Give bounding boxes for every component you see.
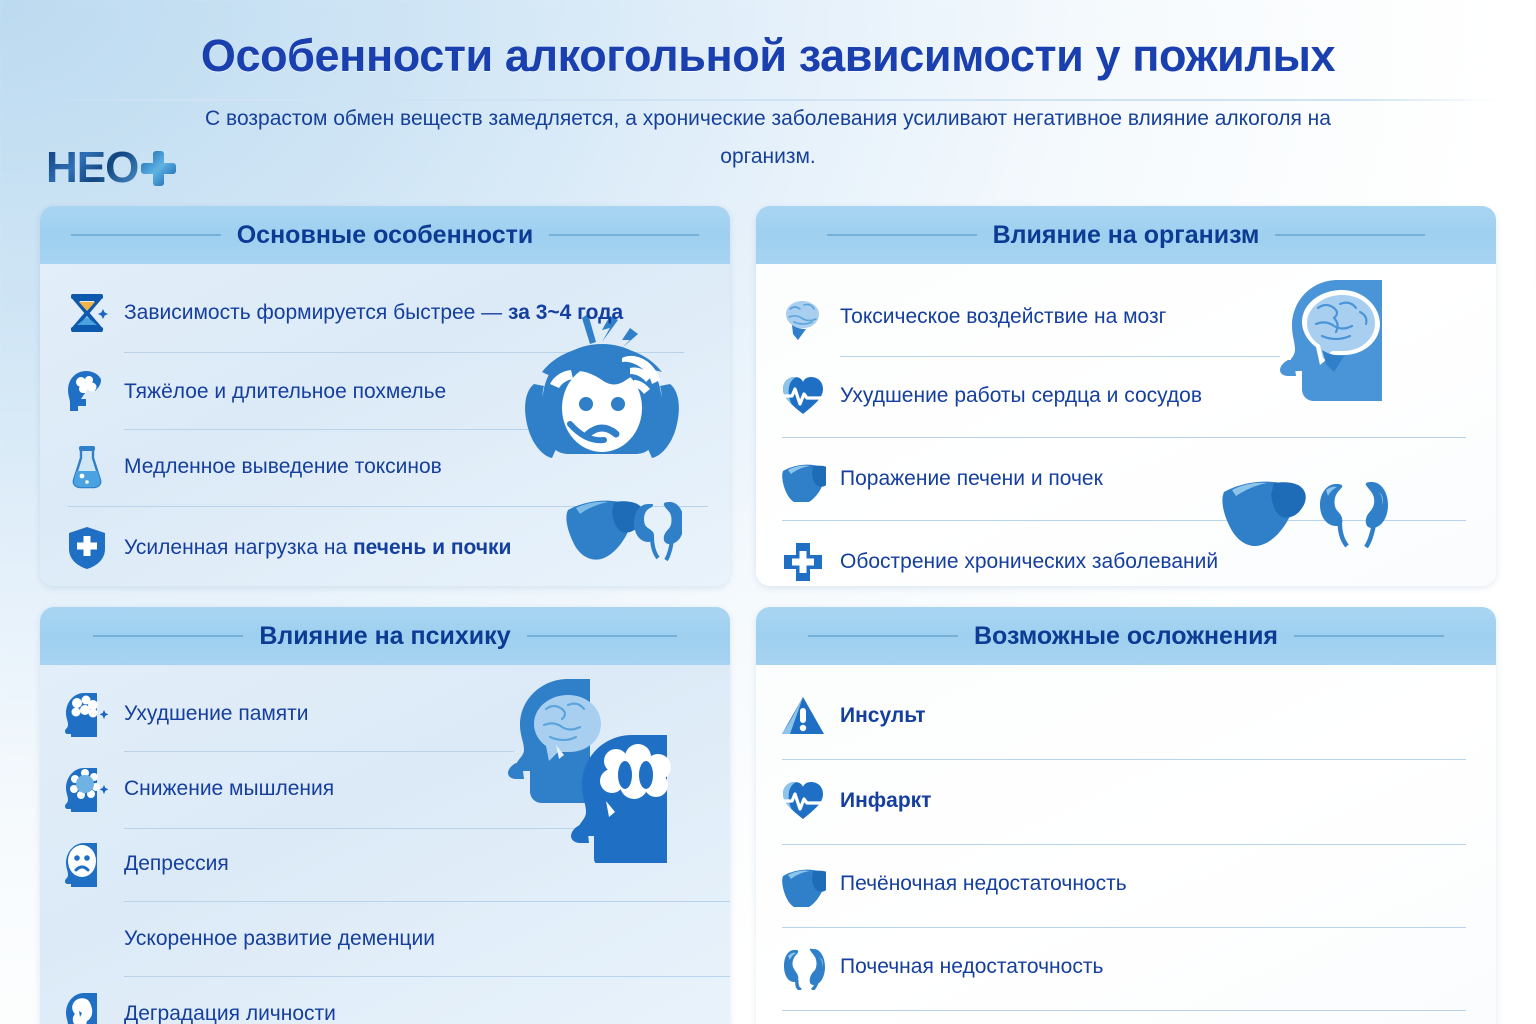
list-divider (124, 976, 730, 977)
list-item-label: Поражение печени и почек (840, 467, 1103, 490)
list-divider (782, 1010, 1466, 1011)
card-vliyanie-na-psihiku: Влияние на психику (40, 607, 730, 1024)
medical-cross-icon (780, 539, 826, 585)
list-item[interactable]: Медленное выведение токсинов (64, 444, 706, 490)
head-brain-icon (64, 369, 110, 415)
list-item-label: Снижение мышления (124, 777, 335, 800)
list-item[interactable]: Ускоренное развитие деменции (64, 916, 706, 962)
list-divider (840, 356, 1280, 357)
header-rule-right (1275, 234, 1426, 236)
list-item[interactable]: Инфаркт (780, 778, 1472, 824)
header-rule-right (1294, 635, 1445, 637)
head-degradation-icon (64, 991, 110, 1024)
list-divider (782, 759, 1466, 760)
plus-icon (140, 150, 177, 186)
list-item[interactable]: Деградация личности (64, 991, 706, 1024)
head-thinking-icon (64, 766, 110, 812)
kidney-icon (780, 944, 826, 990)
list-item[interactable]: Тяжёлое и длительное похмелье (64, 369, 706, 415)
list-item[interactable]: Ухудшение памяти (64, 691, 706, 737)
list-divider (68, 506, 708, 507)
card-header: Возможные осложнения (756, 607, 1496, 665)
list-item-label: Ускоренное развитие деменции (124, 927, 435, 950)
page-subtitle: С возрастом обмен веществ замедляется, а… (205, 107, 1331, 168)
liver-icon (780, 456, 826, 502)
list-item[interactable]: Усиленная нагрузка на печень и почки (64, 525, 706, 571)
liver-icon (780, 861, 826, 907)
list-item[interactable]: Обострение хронических заболеваний (780, 539, 1472, 585)
list-divider (124, 429, 544, 430)
warning-triangle-icon (780, 693, 826, 739)
card-title: Влияние на психику (259, 621, 511, 650)
card-header: Влияние на организм (756, 206, 1496, 264)
cards-row-1: Основные особенности (40, 206, 1496, 586)
head-sad-icon (64, 841, 110, 887)
list-item[interactable]: Почечная недостаточность (780, 944, 1472, 990)
header-rule-left (93, 635, 244, 637)
list-item-label: Почечная недостаточность (840, 955, 1104, 978)
header-rule-right (526, 635, 677, 637)
flask-icon (64, 444, 110, 490)
list-divider (782, 437, 1466, 438)
header-rule-left (70, 234, 221, 236)
card-body: Токсическое воздействие на мозг Ухудшени… (756, 264, 1496, 586)
card-body: Инсульт Инфаркт (756, 665, 1496, 1024)
list-item-label: Обострение хронических заболеваний (840, 550, 1219, 573)
list-item[interactable]: Поражение печени и почек (780, 456, 1472, 502)
header-rule-left (826, 234, 977, 236)
list-item[interactable]: Депрессия (64, 841, 706, 887)
list-item-label: Деградация личности (124, 1002, 336, 1024)
list-item[interactable]: Печёночная недостаточность (780, 861, 1472, 907)
list-item-label: Ухудшение памяти (124, 702, 309, 725)
card-header: Влияние на психику (40, 607, 730, 665)
card-title: Влияние на организм (992, 220, 1260, 249)
list-item-label: Инсульт (840, 704, 926, 727)
card-body: Зависимость формируется быстрее — за 3~4… (40, 264, 730, 586)
header-rule-right (549, 234, 700, 236)
list-item-label: Депрессия (124, 852, 229, 875)
shield-cross-icon (64, 525, 110, 571)
hourglass-icon (64, 290, 110, 336)
list-divider (782, 844, 1466, 845)
list-item[interactable]: Ухудшение работы сердца и сосудов (780, 373, 1472, 419)
list-item[interactable]: Снижение мышления (64, 766, 706, 812)
heart-pulse-icon (780, 778, 826, 824)
head-memory-icon (64, 691, 110, 737)
list-item-label: Токсическое воздействие на мозг (840, 305, 1167, 328)
brand-logo-text: НЕО (46, 143, 139, 192)
list-item[interactable]: Инсульт (780, 693, 1472, 739)
header-rule-left (807, 635, 958, 637)
brand-logo: НЕО (46, 143, 177, 192)
list-item-label: Ухудшение работы сердца и сосудов (840, 384, 1203, 407)
list-item-label: Тяжёлое и длительное похмелье (124, 380, 447, 403)
card-vozmozhnye-oslozhneniya: Возможные осложнения Инсульт (756, 607, 1496, 1024)
list-divider (124, 352, 684, 353)
heart-pulse-icon (780, 373, 826, 419)
list-item[interactable]: Токсическое воздействие на мозг (780, 294, 1472, 340)
list-item-label: Зависимость формируется быстрее — за 3~4… (124, 301, 624, 324)
list-divider (124, 828, 594, 829)
cards-grid: Основные особенности (40, 206, 1496, 1024)
list-divider (124, 751, 514, 752)
page-title: Особенности алкогольной зависимости у по… (200, 30, 1336, 81)
cards-row-2: Влияние на психику (40, 607, 1496, 1024)
list-item[interactable]: Зависимость формируется быстрее — за 3~4… (64, 290, 706, 336)
card-vliyanie-na-organizm: Влияние на организм (756, 206, 1496, 586)
list-item-label: Медленное выведение токсинов (124, 455, 442, 478)
list-divider (782, 927, 1466, 928)
card-header: Основные особенности (40, 206, 730, 264)
card-body: Ухудшение памяти (40, 665, 730, 1024)
list-divider (124, 901, 730, 902)
title-divider (36, 99, 1500, 101)
brain-icon (780, 294, 826, 340)
list-item-label: Усиленная нагрузка на печень и почки (124, 536, 512, 559)
list-item-label: Инфаркт (840, 789, 932, 812)
list-divider (782, 520, 1466, 521)
card-title: Возможные осложнения (973, 621, 1279, 650)
list-item-label: Печёночная недостаточность (840, 872, 1127, 895)
card-title: Основные особенности (236, 220, 534, 249)
card-osnovnye-osobennosti: Основные особенности (40, 206, 730, 586)
